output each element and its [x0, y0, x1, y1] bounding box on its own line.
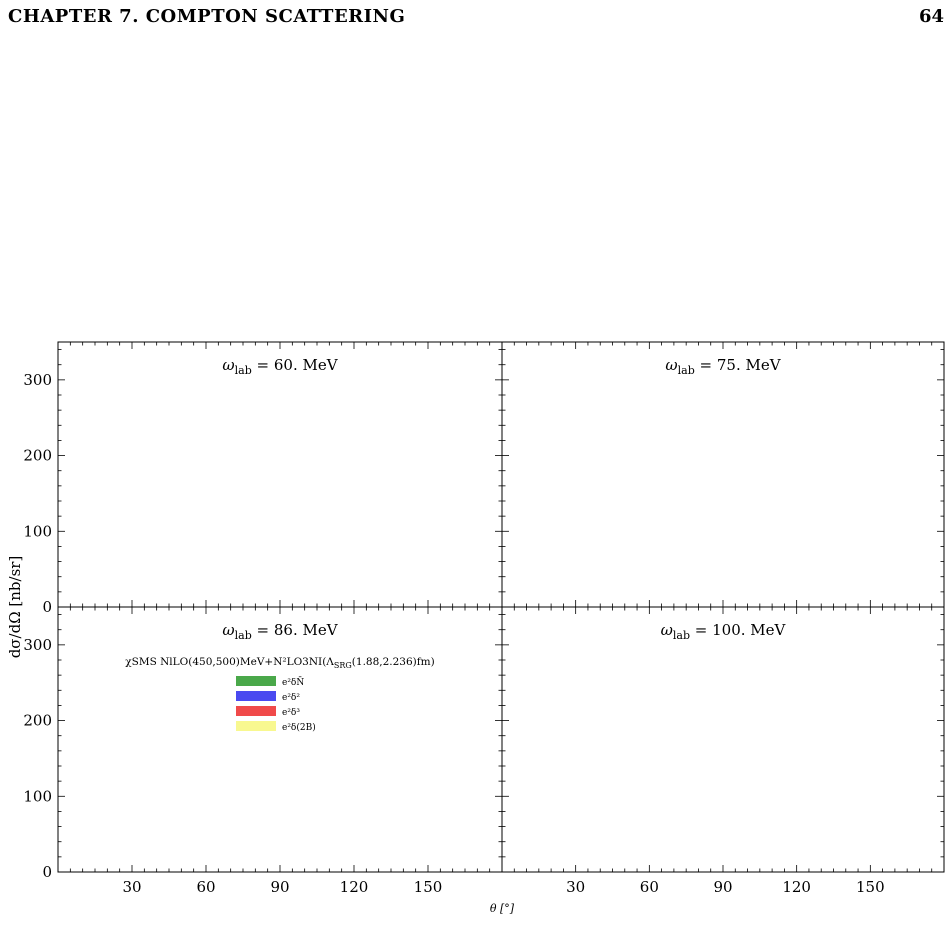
- page-number: 64: [918, 6, 944, 27]
- panel-2-title: ωlab = 75. MeV: [665, 356, 781, 377]
- panel-4-xtick-30: 30: [566, 878, 585, 896]
- panel-1-title: ωlab = 60. MeV: [222, 356, 338, 377]
- legend-swatch-2: [236, 691, 276, 701]
- legend-layer: χSMS NlLO(450,500)MeV+N²LO3NI(ΛSRG(1.88,…: [125, 656, 434, 733]
- legend-label-1: e²δN̄: [282, 676, 304, 688]
- legend-swatch-4: [236, 721, 276, 731]
- ticks-layer: [57, 342, 945, 873]
- panel-1-frame: [57, 341, 503, 608]
- panel-1-ytick-200: 200: [23, 447, 52, 465]
- panel-4-xtick-60: 60: [640, 878, 659, 896]
- panel-3-ytick-300: 300: [23, 636, 52, 654]
- panel-3-ytick-0: 0: [42, 863, 52, 881]
- panel-2-frame: [501, 341, 945, 608]
- panel-3-xtick-120: 120: [340, 878, 369, 896]
- panel-4-xtick-150: 150: [856, 878, 885, 896]
- panel-3-frame: [57, 606, 503, 873]
- panel-1-ytick-300: 300: [23, 371, 52, 389]
- legend-title: χSMS NlLO(450,500)MeV+N²LO3NI(ΛSRG(1.88,…: [125, 656, 434, 670]
- panel-3-xtick-150: 150: [414, 878, 443, 896]
- panel-1-ytick-0: 0: [42, 598, 52, 616]
- panel-3-xtick-60: 60: [196, 878, 215, 896]
- panel-3-xtick-30: 30: [122, 878, 141, 896]
- legend-label-4: e²δ(2B): [282, 722, 316, 733]
- legend-label-3: e²δ³: [282, 708, 300, 718]
- x-axis-label: θ [°]: [490, 902, 515, 915]
- page-header: CHAPTER 7. COMPTON SCATTERING 64: [0, 0, 952, 40]
- panel-1-ytick-100: 100: [23, 522, 52, 540]
- chapter-title: CHAPTER 7. COMPTON SCATTERING: [8, 6, 406, 27]
- panel-4-xtick-90: 90: [713, 878, 732, 896]
- legend-swatch-3: [236, 706, 276, 716]
- panel-3-title: ωlab = 86. MeV: [222, 621, 338, 642]
- panel-4-frame: [501, 606, 945, 873]
- legend-swatch-1: [236, 676, 276, 686]
- panel-3-ytick-100: 100: [23, 787, 52, 805]
- panel-4-title: ωlab = 100. MeV: [661, 621, 787, 642]
- panel-3-xtick-90: 90: [270, 878, 289, 896]
- y-axis-label: dσ/dΩ [nb/sr]: [6, 556, 24, 659]
- legend-label-2: e²δ²: [282, 693, 300, 703]
- panel-4-xtick-120: 120: [782, 878, 811, 896]
- panel-3-ytick-200: 200: [23, 712, 52, 730]
